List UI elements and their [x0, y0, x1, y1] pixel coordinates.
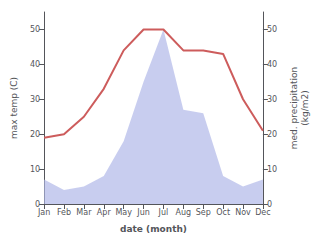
svg-text:50: 50 [267, 25, 277, 34]
svg-text:max temp (C): max temp (C) [9, 77, 19, 139]
svg-text:Feb: Feb [57, 208, 71, 217]
svg-text:0: 0 [35, 199, 41, 209]
svg-text:Apr: Apr [97, 208, 112, 217]
svg-text:40: 40 [267, 60, 277, 69]
svg-text:10: 10 [30, 165, 40, 174]
svg-text:20: 20 [30, 130, 40, 139]
svg-text:40: 40 [30, 60, 40, 69]
svg-text:0: 0 [266, 199, 272, 209]
svg-text:Jun: Jun [136, 208, 150, 217]
svg-text:May: May [115, 208, 132, 217]
svg-text:Mar: Mar [76, 208, 92, 217]
svg-text:Nov: Nov [235, 208, 251, 217]
svg-text:Jul: Jul [158, 208, 169, 217]
svg-text:Aug: Aug [176, 208, 192, 217]
svg-text:Jan: Jan [37, 208, 50, 217]
svg-text:Sep: Sep [196, 208, 211, 217]
svg-text:30: 30 [30, 95, 40, 104]
svg-text:Dec: Dec [255, 208, 270, 217]
svg-text:Oct: Oct [216, 208, 230, 217]
svg-text:date (month): date (month) [120, 224, 187, 234]
svg-text:50: 50 [30, 25, 40, 34]
svg-text:10: 10 [267, 165, 277, 174]
svg-text:20: 20 [267, 130, 277, 139]
svg-text:30: 30 [267, 95, 277, 104]
svg-text:med. precipitation: med. precipitation [289, 67, 299, 149]
svg-text:(kg/m2): (kg/m2) [300, 90, 310, 125]
